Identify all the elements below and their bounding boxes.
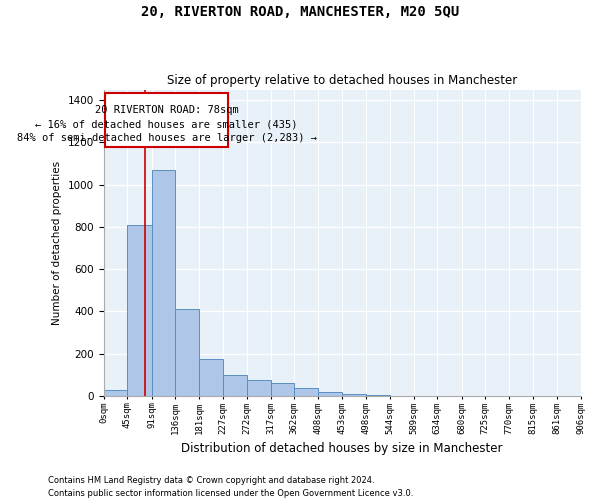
Bar [319, 392, 342, 396]
Text: 84% of semi-detached houses are larger (2,283) →: 84% of semi-detached houses are larger (… [17, 134, 317, 143]
Y-axis label: Number of detached properties: Number of detached properties [52, 160, 62, 325]
Text: 20 RIVERTON ROAD: 78sqm: 20 RIVERTON ROAD: 78sqm [95, 106, 238, 116]
Bar [271, 383, 294, 396]
Bar [247, 380, 271, 396]
Bar [104, 390, 127, 396]
X-axis label: Distribution of detached houses by size in Manchester: Distribution of detached houses by size … [181, 442, 503, 455]
Text: 20, RIVERTON ROAD, MANCHESTER, M20 5QU: 20, RIVERTON ROAD, MANCHESTER, M20 5QU [141, 5, 459, 19]
Text: Contains HM Land Registry data © Crown copyright and database right 2024.
Contai: Contains HM Land Registry data © Crown c… [48, 476, 413, 498]
Bar [342, 394, 366, 396]
Bar [152, 170, 175, 396]
Bar [199, 359, 223, 396]
Bar [105, 93, 229, 147]
Bar [127, 225, 152, 396]
Title: Size of property relative to detached houses in Manchester: Size of property relative to detached ho… [167, 74, 517, 87]
Text: ← 16% of detached houses are smaller (435): ← 16% of detached houses are smaller (43… [35, 120, 298, 130]
Bar [175, 310, 199, 396]
Bar [294, 388, 319, 396]
Bar [366, 395, 390, 396]
Bar [223, 374, 247, 396]
